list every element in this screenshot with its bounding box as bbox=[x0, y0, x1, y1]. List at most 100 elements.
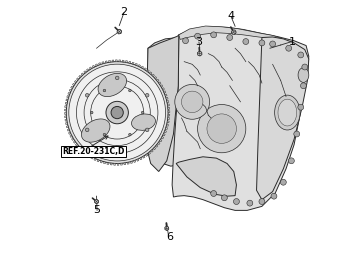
Polygon shape bbox=[82, 151, 85, 153]
Circle shape bbox=[106, 101, 129, 124]
Polygon shape bbox=[117, 29, 122, 34]
Circle shape bbox=[259, 40, 265, 46]
Polygon shape bbox=[154, 77, 157, 79]
Polygon shape bbox=[85, 153, 87, 155]
Polygon shape bbox=[112, 60, 114, 62]
Polygon shape bbox=[81, 73, 83, 75]
Polygon shape bbox=[94, 158, 96, 161]
Polygon shape bbox=[84, 71, 86, 73]
Circle shape bbox=[221, 195, 227, 201]
Text: REF.20-231C,D: REF.20-231C,D bbox=[62, 147, 125, 156]
Circle shape bbox=[103, 133, 106, 136]
Polygon shape bbox=[66, 99, 68, 101]
Polygon shape bbox=[73, 141, 76, 143]
Polygon shape bbox=[146, 35, 179, 172]
Circle shape bbox=[90, 111, 93, 114]
Circle shape bbox=[207, 114, 236, 143]
Polygon shape bbox=[143, 156, 145, 158]
Polygon shape bbox=[165, 94, 167, 96]
Polygon shape bbox=[148, 152, 151, 154]
Text: 6: 6 bbox=[166, 232, 173, 242]
Text: 5: 5 bbox=[94, 205, 101, 215]
Polygon shape bbox=[67, 96, 69, 98]
Circle shape bbox=[197, 105, 246, 153]
Circle shape bbox=[243, 39, 249, 44]
Polygon shape bbox=[179, 26, 281, 40]
Ellipse shape bbox=[278, 99, 297, 126]
Polygon shape bbox=[172, 27, 309, 210]
Circle shape bbox=[85, 94, 89, 97]
Polygon shape bbox=[65, 116, 66, 118]
Polygon shape bbox=[67, 129, 70, 131]
Polygon shape bbox=[167, 121, 169, 123]
Circle shape bbox=[129, 133, 131, 136]
Polygon shape bbox=[163, 133, 165, 136]
Polygon shape bbox=[168, 114, 170, 116]
Circle shape bbox=[301, 83, 306, 89]
Circle shape bbox=[302, 64, 308, 70]
Polygon shape bbox=[66, 126, 69, 128]
Ellipse shape bbox=[98, 73, 127, 96]
Polygon shape bbox=[88, 155, 90, 157]
Polygon shape bbox=[147, 70, 149, 72]
Polygon shape bbox=[135, 63, 137, 65]
Circle shape bbox=[69, 64, 166, 161]
Polygon shape bbox=[76, 144, 78, 146]
Circle shape bbox=[247, 200, 253, 206]
Polygon shape bbox=[69, 132, 71, 134]
Polygon shape bbox=[168, 118, 170, 120]
Circle shape bbox=[294, 131, 300, 137]
Polygon shape bbox=[150, 72, 152, 74]
Circle shape bbox=[66, 62, 168, 163]
Ellipse shape bbox=[131, 114, 155, 130]
Circle shape bbox=[141, 111, 144, 114]
Polygon shape bbox=[114, 163, 115, 165]
Circle shape bbox=[146, 128, 149, 132]
Polygon shape bbox=[65, 102, 67, 104]
Polygon shape bbox=[124, 163, 126, 165]
Polygon shape bbox=[65, 109, 66, 111]
Circle shape bbox=[183, 38, 188, 44]
Polygon shape bbox=[80, 148, 82, 151]
Polygon shape bbox=[109, 60, 111, 62]
Polygon shape bbox=[168, 111, 170, 113]
Circle shape bbox=[182, 91, 203, 113]
Polygon shape bbox=[74, 80, 77, 83]
Polygon shape bbox=[197, 51, 202, 56]
Polygon shape bbox=[167, 100, 169, 103]
Polygon shape bbox=[121, 163, 122, 165]
Text: 1: 1 bbox=[289, 36, 296, 47]
Polygon shape bbox=[132, 62, 134, 64]
Polygon shape bbox=[89, 67, 92, 69]
Polygon shape bbox=[158, 142, 160, 145]
Polygon shape bbox=[136, 159, 139, 161]
Polygon shape bbox=[164, 131, 167, 133]
Polygon shape bbox=[162, 88, 164, 90]
Circle shape bbox=[298, 104, 304, 110]
Polygon shape bbox=[161, 137, 164, 139]
Text: 2: 2 bbox=[120, 7, 127, 17]
Polygon shape bbox=[95, 64, 98, 66]
Polygon shape bbox=[166, 124, 168, 126]
Polygon shape bbox=[126, 61, 127, 63]
Circle shape bbox=[195, 33, 200, 39]
Polygon shape bbox=[166, 127, 168, 129]
Polygon shape bbox=[99, 63, 101, 65]
Circle shape bbox=[227, 35, 233, 40]
Polygon shape bbox=[166, 97, 168, 99]
Circle shape bbox=[270, 41, 276, 47]
Circle shape bbox=[286, 45, 291, 51]
Ellipse shape bbox=[298, 68, 309, 83]
Polygon shape bbox=[107, 162, 109, 165]
Ellipse shape bbox=[81, 119, 110, 142]
Polygon shape bbox=[86, 69, 89, 71]
Circle shape bbox=[280, 179, 286, 185]
Polygon shape bbox=[155, 145, 158, 147]
Polygon shape bbox=[65, 122, 68, 125]
Polygon shape bbox=[110, 163, 112, 165]
Polygon shape bbox=[159, 82, 161, 84]
Polygon shape bbox=[146, 154, 148, 157]
Polygon shape bbox=[159, 139, 162, 142]
Text: 4: 4 bbox=[228, 11, 234, 21]
Circle shape bbox=[211, 191, 217, 196]
